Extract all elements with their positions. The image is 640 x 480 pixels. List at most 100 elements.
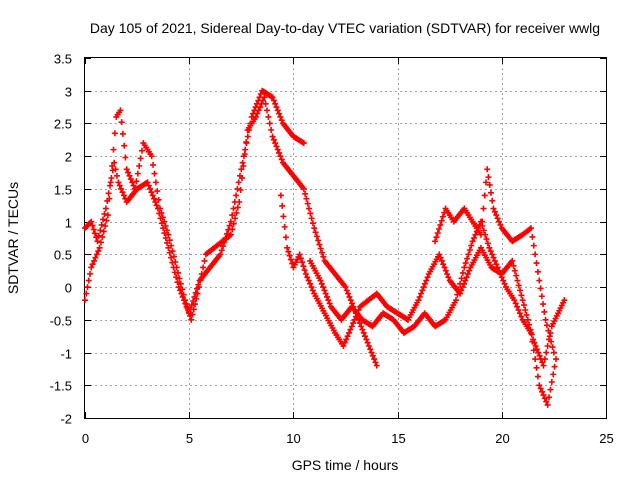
data-point [201,257,208,264]
data-point [466,267,473,274]
data-point [311,225,318,232]
data-point [343,287,350,294]
data-point [360,329,367,336]
data-point [287,256,294,263]
data-point [539,388,546,395]
data-point [88,218,95,225]
data-point [144,179,151,186]
data-point [154,188,161,195]
data-point [194,290,201,297]
data-point [348,323,355,330]
data-point [463,274,470,281]
data-point [535,349,542,356]
data-point [173,264,180,271]
data-point [479,218,486,225]
y-tick-label: 3 [65,85,72,100]
data-point [112,166,119,173]
data-point [464,271,471,277]
data-point [518,313,525,320]
data-point [457,280,464,287]
data-point [444,271,451,277]
data-point [94,238,101,245]
data-point [304,200,311,207]
y-axis-label: SDTVAR / TECUs [5,182,21,294]
data-point [190,298,197,304]
data-point [364,339,371,346]
data-point [491,208,498,215]
data-point [151,170,158,177]
data-point [302,271,309,277]
data-point [119,189,126,196]
data-point [280,213,287,220]
data-point [324,293,331,300]
data-point [126,172,133,179]
data-point [322,290,329,297]
data-point [321,287,328,294]
data-point [118,185,125,192]
data-point [109,163,116,169]
data-point [198,271,205,277]
data-point [237,187,244,193]
data-point [173,274,180,281]
data-point [104,212,111,219]
data-point [493,261,500,268]
data-point [551,363,558,370]
data-point [482,179,489,186]
data-point [325,297,332,304]
data-point [534,373,541,380]
data-point [93,251,100,258]
data-point [148,189,155,196]
data-point [466,247,473,253]
data-point [116,182,123,189]
y-tick-label: -0.5 [50,314,72,329]
data-point [167,254,174,261]
data-point [183,301,190,308]
data-point [437,254,444,261]
data-point [369,352,376,359]
data-point [259,97,266,104]
data-point [432,238,439,245]
data-point [514,277,521,284]
data-point [320,253,327,260]
data-point [82,297,88,304]
data-point [100,228,107,235]
data-point [100,216,107,223]
data-point [200,264,207,271]
data-point [309,220,316,227]
data-point [129,179,136,186]
data-point [107,179,114,186]
data-point [415,297,422,304]
data-point [484,166,491,173]
data-point [436,226,443,232]
data-point [459,269,466,276]
data-series-track-2 [82,94,380,369]
data-point [158,209,165,216]
data-point [188,302,195,309]
data-point [363,336,370,343]
data-point [530,347,537,354]
axis-ticks: -2 -1.5 -1 -0.5 0 0.5 1 1.5 2 2.5 3 3.5 0 5 10 15 20 25 [50,52,614,447]
data-point [123,166,130,173]
data-point [523,311,530,318]
data-point [174,279,181,286]
data-point [229,212,236,219]
data-point [544,343,551,349]
x-tick-label: 10 [286,431,300,446]
data-point [547,386,554,393]
data-point [273,104,280,111]
data-point [512,300,519,307]
data-point [151,195,158,202]
data-point [190,306,197,313]
data-point [254,110,261,117]
data-point [278,156,285,163]
data-point [561,297,568,304]
data-point [169,248,176,255]
data-point [423,277,430,284]
data-point [514,303,521,310]
x-tick-label: 25 [599,431,613,446]
data-point [372,359,379,366]
data-point [487,248,494,255]
data-point [281,223,288,230]
data-point [118,119,125,126]
data-point [433,234,440,241]
